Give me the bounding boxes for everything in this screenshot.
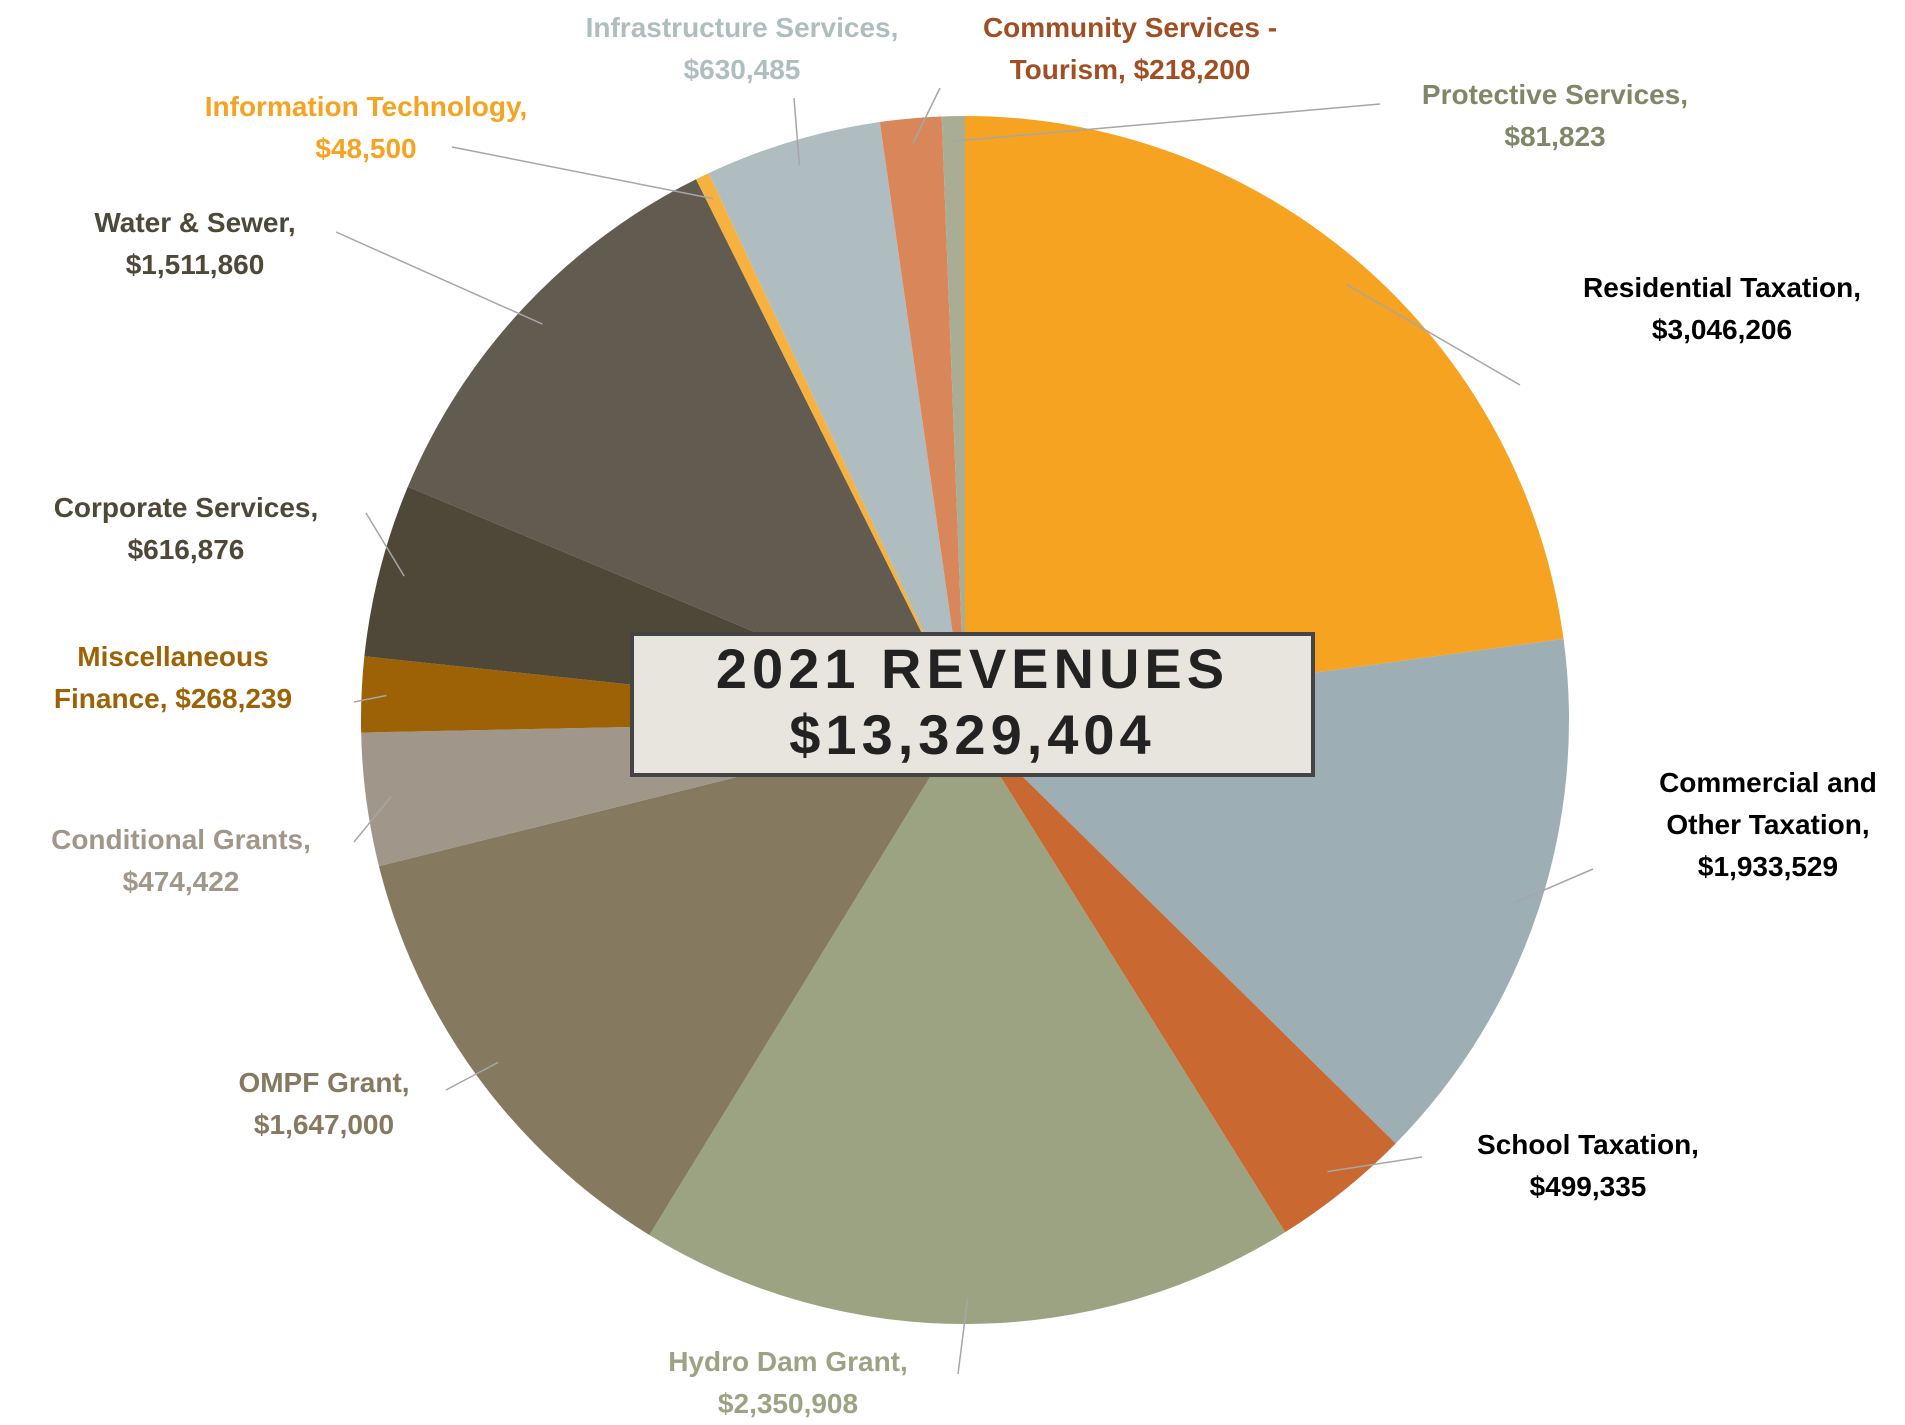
- pie-slice: [879, 116, 965, 720]
- slice-category: Information Technology,: [204, 91, 528, 122]
- pie-slice: [941, 116, 965, 720]
- slice-label: Water & Sewer, $1,511,860: [45, 202, 345, 286]
- slice-category: Hydro Dam Grant,: [668, 1346, 908, 1377]
- slice-value-label: $499,335: [1529, 1171, 1647, 1202]
- slice-value-label: $630,485: [683, 54, 801, 85]
- leader-line: [953, 103, 1381, 142]
- pie-slice: [649, 720, 1286, 1324]
- slice-value-label: $616,876: [127, 534, 245, 565]
- leader-line: [353, 796, 392, 843]
- slice-label: Community Services - Tourism, $218,200: [973, 7, 1288, 91]
- slice-value-label: $1,933,529: [1697, 851, 1839, 882]
- slice-category: Corporate Services,: [53, 492, 319, 523]
- pie-slice: [965, 116, 1564, 720]
- slice-category: OMPF Grant,: [238, 1067, 410, 1098]
- leader-line: [1327, 1156, 1423, 1173]
- slice-category: Community Services - Tourism,: [982, 12, 1278, 85]
- slice-label: Corporate Services, $616,876: [6, 487, 366, 571]
- chart-subtitle: $13,329,404: [789, 703, 1156, 766]
- pie-slice: [378, 720, 965, 1235]
- slice-value-label: $81,823: [1504, 121, 1606, 152]
- slice-value-label: $268,239: [175, 683, 293, 714]
- slice-category: Miscellaneous Finance,: [53, 641, 269, 714]
- slice-value-label: $474,422: [122, 866, 240, 897]
- slice-category: School Taxation,: [1477, 1129, 1699, 1160]
- leader-line: [1345, 283, 1521, 386]
- chart-title: 2021 REVENUES: [715, 637, 1230, 700]
- slice-category: Commercial and Other Taxation,: [1659, 767, 1877, 840]
- pie-slice: [407, 179, 966, 720]
- slice-value-label: $1,511,860: [125, 249, 265, 280]
- leader-line: [1514, 868, 1594, 904]
- slice-category: Water & Sewer,: [94, 207, 296, 238]
- slice-label: School Taxation, $499,335: [1428, 1124, 1748, 1208]
- center-box: 2021 REVENUES $13,329,404: [630, 632, 1315, 777]
- slice-label: Commercial and Other Taxation, $1,933,529: [1628, 762, 1905, 888]
- leader-line: [353, 694, 387, 703]
- slice-label: Infrastructure Services, $630,485: [577, 7, 907, 91]
- slice-value-label: $2,350,908: [717, 1388, 859, 1419]
- leader-line: [451, 146, 714, 200]
- pie-slice: [708, 122, 965, 721]
- slice-category: Protective Services,: [1421, 79, 1689, 110]
- slice-label: Conditional Grants, $474,422: [1, 819, 361, 903]
- slice-label: Information Technology, $48,500: [156, 86, 576, 170]
- slice-label: Hydro Dam Grant, $2,350,908: [608, 1341, 968, 1425]
- slice-value-label: $1,647,000: [253, 1109, 395, 1140]
- slice-value-label: $218,200: [1133, 54, 1251, 85]
- leader-line: [793, 97, 801, 166]
- slice-category: Conditional Grants,: [51, 824, 311, 855]
- leader-line: [912, 87, 941, 144]
- leader-line: [957, 1298, 969, 1375]
- slice-category: Infrastructure Services,: [585, 12, 899, 43]
- slice-category: Residential Taxation,: [1583, 272, 1861, 303]
- leader-line: [365, 512, 405, 577]
- slice-label: Residential Taxation, $3,046,206: [1542, 267, 1902, 351]
- slice-label: Miscellaneous Finance, $268,239: [23, 636, 323, 720]
- leader-line: [445, 1061, 499, 1091]
- slice-label: Protective Services, $81,823: [1375, 74, 1735, 158]
- slice-value-label: $48,500: [315, 133, 417, 164]
- slice-label: OMPF Grant, $1,647,000: [174, 1062, 474, 1146]
- leader-line: [335, 231, 543, 325]
- pie-slice: [696, 173, 965, 721]
- slice-value-label: $3,046,206: [1651, 314, 1793, 345]
- pie-slice: [965, 720, 1396, 1233]
